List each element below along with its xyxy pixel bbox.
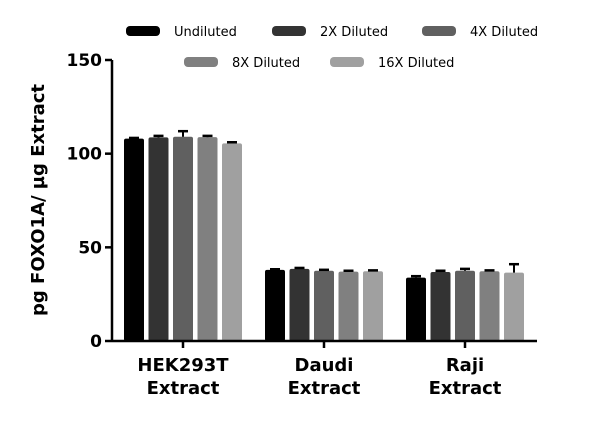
legend-label: 4X Diluted (470, 25, 538, 40)
legend-swatch (184, 57, 218, 67)
legend-label: 16X Diluted (378, 56, 454, 71)
y-axis: 0 50 100 150 (67, 51, 114, 352)
bar (265, 269, 285, 341)
x-tick-label: Raji (446, 355, 484, 376)
x-tick-label: Extract (147, 378, 220, 399)
bar (479, 271, 500, 341)
bar (173, 136, 193, 341)
bar (504, 272, 524, 341)
x-tick-label: Extract (429, 378, 502, 399)
bars (124, 129, 524, 341)
legend-label: 8X Diluted (232, 56, 300, 71)
bar (406, 277, 426, 341)
y-tick-label: 0 (90, 332, 102, 352)
bar (289, 268, 310, 341)
legend-swatch (272, 26, 306, 36)
x-tick-label: Extract (288, 378, 361, 399)
x-tick-label: Daudi (295, 355, 354, 376)
legend: Undiluted 2X Diluted 4X Diluted 8X Diluted 1… (126, 25, 538, 71)
y-tick-label: 100 (67, 145, 103, 165)
bar (430, 272, 451, 341)
legend-label: Undiluted (174, 25, 237, 40)
legend-swatch (126, 26, 160, 36)
x-tick-label: HEK293T (137, 355, 229, 376)
bar (148, 137, 169, 341)
bar (363, 271, 383, 341)
bar (338, 271, 359, 341)
legend-label: 2X Diluted (320, 25, 388, 40)
legend-swatch (422, 26, 456, 36)
y-tick-label: 50 (78, 238, 102, 258)
bar (314, 270, 334, 341)
y-tick-label: 150 (67, 51, 103, 71)
bar (455, 270, 475, 341)
y-axis-title: pg FOXO1A/ µg Extract (28, 84, 49, 316)
bar (222, 143, 242, 341)
legend-swatch (330, 57, 364, 67)
bar (197, 137, 218, 341)
bar (124, 138, 144, 341)
